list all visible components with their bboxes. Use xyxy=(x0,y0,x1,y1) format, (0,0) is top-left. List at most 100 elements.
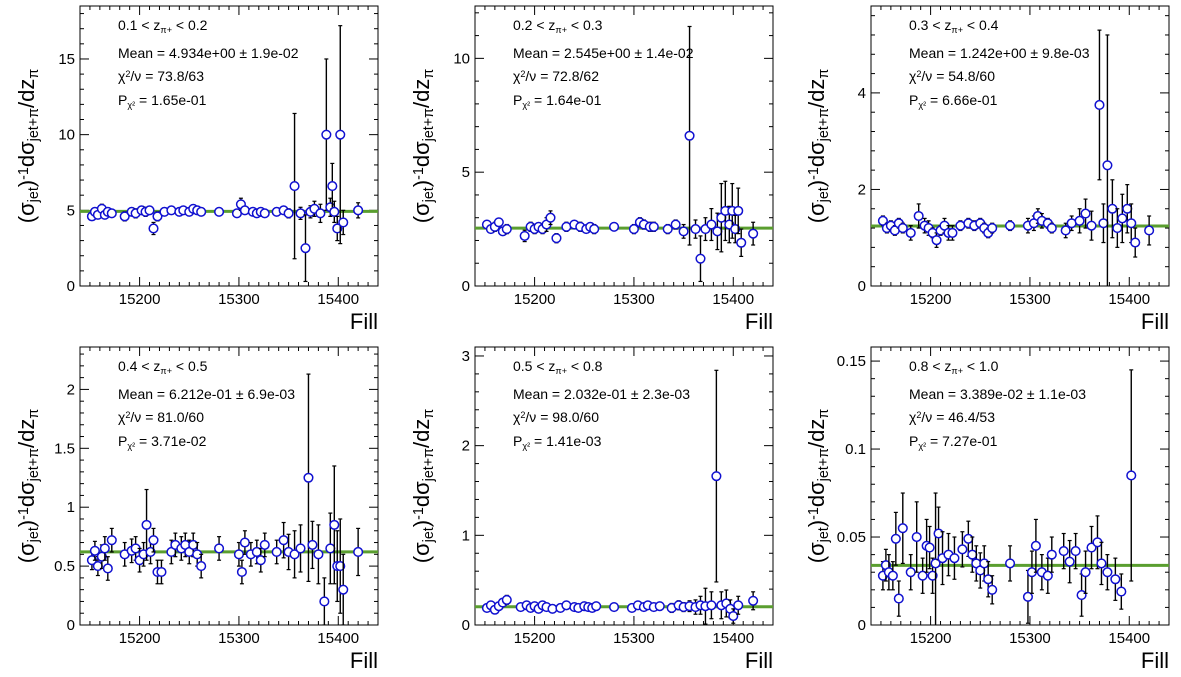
data-point xyxy=(1102,160,1113,171)
data-point xyxy=(905,227,916,238)
data-point xyxy=(1086,220,1097,231)
panel-5: 15200 15300 15400 0 1 2 3 0.5 < zπ+ < 0.8 Mean =… xyxy=(409,346,774,673)
text-part: -1 xyxy=(16,167,32,180)
text-part: 0.8 < z xyxy=(909,358,951,374)
data-point xyxy=(1005,558,1016,569)
data-point xyxy=(353,205,364,216)
data-point xyxy=(1046,223,1057,234)
mean-label: Mean = 2.545e+00 ± 1.4e-02 xyxy=(513,45,694,61)
y-tick-label: 1.5 xyxy=(54,440,75,457)
text-part: -1 xyxy=(806,167,822,180)
x-tick-label: 15200 xyxy=(514,630,556,647)
text-part: π+ xyxy=(555,25,567,35)
data-point xyxy=(156,566,167,578)
data-point xyxy=(501,594,512,605)
data-point xyxy=(329,206,340,217)
data-point xyxy=(1005,220,1016,231)
data-point xyxy=(927,570,938,581)
data-point xyxy=(748,595,759,606)
data-point xyxy=(327,181,338,192)
data-point xyxy=(890,533,901,544)
text-part: χ xyxy=(118,409,126,425)
text-part: jet xyxy=(421,527,437,543)
data-point xyxy=(338,217,349,228)
chi2-label: χ2/ν = 98.0/60 xyxy=(513,409,599,425)
text-part: 2 xyxy=(520,69,525,79)
data-point xyxy=(670,219,681,230)
data-point xyxy=(1080,567,1091,578)
data-point xyxy=(141,519,152,530)
text-part: π xyxy=(816,69,832,79)
data-point xyxy=(1070,546,1081,557)
text-part: dσ xyxy=(804,141,829,167)
text-part: π xyxy=(421,409,437,419)
text-part: π+ xyxy=(160,25,172,35)
text-part: /ν = 54.8/60 xyxy=(921,68,995,84)
data-point xyxy=(678,226,689,237)
data-point xyxy=(1030,540,1041,551)
y-tick-label: 10 xyxy=(58,127,75,144)
data-point xyxy=(255,555,266,566)
text-part: ) xyxy=(804,180,829,187)
text-part: π+ xyxy=(160,366,172,376)
y-tick-label: 5 xyxy=(67,202,75,219)
data-point xyxy=(214,543,225,554)
data-point xyxy=(589,224,600,235)
data-point xyxy=(148,535,159,546)
text-part: P xyxy=(909,92,918,108)
data-point xyxy=(748,228,759,239)
data-point xyxy=(924,542,935,553)
data-point xyxy=(325,543,336,554)
data-point xyxy=(92,561,103,572)
text-part: < 0.8 xyxy=(567,358,603,374)
text-part: = 7.27e-01 xyxy=(926,433,997,449)
data-point xyxy=(501,224,512,235)
data-point xyxy=(1022,591,1033,602)
text-part: = 3.71e-02 xyxy=(135,433,206,449)
data-point xyxy=(335,129,346,140)
data-point xyxy=(967,549,978,560)
range-label: 0.5 < zπ+ < 0.8 xyxy=(513,358,603,376)
text-part: < 0.2 xyxy=(172,17,208,33)
data-point xyxy=(1042,570,1053,581)
y-tick-label: 2 xyxy=(858,181,866,198)
text-part: 2 xyxy=(916,69,921,79)
data-point xyxy=(1080,208,1091,219)
x-tick-label: 15300 xyxy=(1009,291,1051,308)
text-part: /dz xyxy=(409,79,434,108)
text-part: /dz xyxy=(804,419,829,448)
text-part: ) xyxy=(804,520,829,527)
data-point xyxy=(1144,225,1155,236)
data-point xyxy=(545,212,556,223)
text-part: P xyxy=(909,433,918,449)
text-part: ) xyxy=(14,520,39,527)
text-part: = 6.66e-01 xyxy=(926,92,997,108)
text-part: = 1.65e-01 xyxy=(135,92,206,108)
data-point xyxy=(196,206,207,217)
text-part: = 1.64e-01 xyxy=(530,92,601,108)
text-part: -1 xyxy=(411,167,427,180)
text-part: /ν = 72.8/62 xyxy=(525,68,599,84)
data-point xyxy=(1122,203,1133,214)
text-part: χ² xyxy=(522,100,530,110)
data-point xyxy=(963,533,974,544)
y-tick-label: 0 xyxy=(858,278,866,295)
data-point xyxy=(957,544,968,555)
y-tick-label: 0 xyxy=(858,617,866,634)
x-axis-title: Fill xyxy=(350,309,378,334)
data-point xyxy=(706,600,717,611)
data-point xyxy=(99,543,110,554)
data-points xyxy=(86,25,364,283)
data-point xyxy=(144,205,155,216)
y-tick-label: 15 xyxy=(58,51,75,68)
data-point xyxy=(1058,546,1069,557)
text-part: χ² xyxy=(918,100,926,110)
data-point xyxy=(1117,213,1128,224)
x-tick-label: 15200 xyxy=(910,291,952,308)
chi2-label: χ2/ν = 46.4/53 xyxy=(909,409,995,425)
data-point xyxy=(987,223,998,234)
x-axis-title: Fill xyxy=(745,309,773,334)
range-label: 0.2 < zπ+ < 0.3 xyxy=(513,17,603,35)
text-part: ) xyxy=(409,520,434,527)
text-part: jet+π xyxy=(421,108,437,142)
